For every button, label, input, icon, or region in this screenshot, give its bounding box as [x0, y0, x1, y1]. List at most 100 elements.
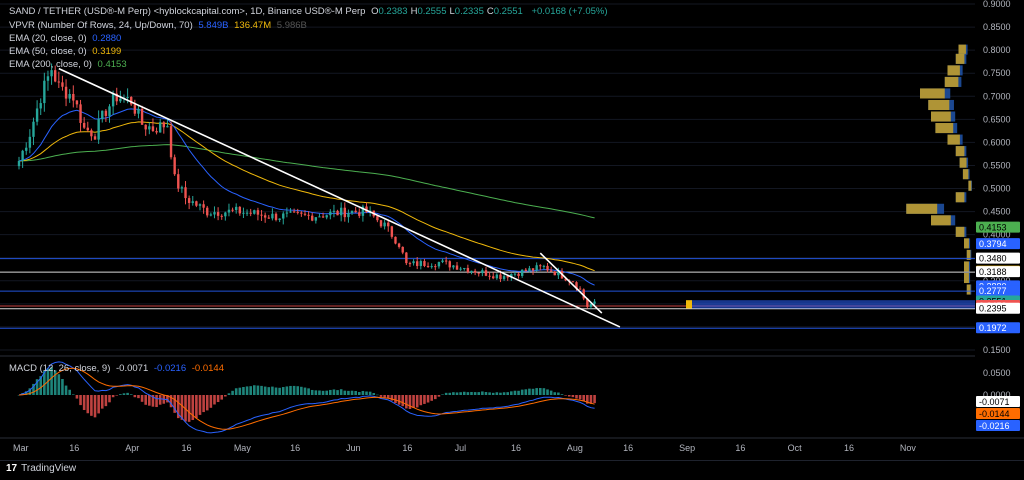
macd-hist-bar	[484, 392, 488, 395]
macd-hist-bar	[122, 393, 126, 395]
volume-profile-bar-down	[962, 169, 969, 180]
ema20-legend[interactable]: EMA (20, close, 0) 0.2880	[9, 33, 124, 45]
macd-hist-bar	[281, 387, 285, 395]
macd-tag-bg	[976, 408, 1020, 419]
ema200-line	[18, 144, 595, 219]
candle-body	[434, 266, 437, 268]
macd-hist-bar	[321, 390, 325, 395]
macd-hist-bar	[415, 395, 419, 408]
ema200-legend[interactable]: EMA (200, close, 0) 0.4153	[9, 59, 130, 71]
ohlc-key-o: O	[371, 6, 379, 17]
candle-body	[484, 270, 488, 276]
macd-hist-bar	[209, 395, 213, 408]
trendlines	[58, 67, 621, 328]
volume-profile-bar-down	[964, 272, 969, 284]
candle-body	[383, 222, 386, 227]
candle-body	[263, 215, 267, 218]
candle-body	[466, 267, 470, 273]
candle-body	[278, 218, 281, 220]
ohlc-value-c: 0.2551	[493, 6, 523, 17]
candle-body	[184, 187, 187, 199]
candle-body	[140, 108, 144, 125]
candle-body	[416, 261, 419, 266]
candle-body	[321, 216, 325, 218]
macd-hist-bar	[477, 392, 481, 395]
macd-hist-bar	[205, 395, 209, 411]
macd-hist-bar	[231, 390, 234, 395]
candle-body	[339, 207, 343, 216]
macd-hist-bar	[575, 395, 578, 399]
candle-body	[336, 210, 339, 216]
macd-hist-bar	[64, 385, 68, 395]
macd-hist-bar	[372, 393, 376, 395]
macd-hist-bar	[520, 389, 524, 395]
candle-body	[426, 265, 430, 267]
ema50-legend[interactable]: EMA (50, close, 0) 0.3199	[9, 46, 124, 58]
volume-profile-bar-down	[958, 44, 966, 55]
macd-label: MACD (12, 26, close, 9)	[9, 363, 111, 374]
tradingview-logo[interactable]: 17 TradingView	[6, 463, 76, 474]
price-tick-label: 0.4500	[983, 207, 1011, 217]
macd-hist-bar	[187, 395, 191, 422]
time-tick-label: Mar	[13, 443, 29, 453]
candle-body	[517, 273, 520, 276]
candle-body	[260, 214, 263, 216]
macd-hist-bar	[245, 386, 249, 395]
symbol-title: SAND / TETHER (USD®-M Perp) <hyblockcapi…	[9, 6, 366, 17]
candle-body	[437, 262, 441, 267]
macd-hist-bar	[180, 395, 184, 420]
macd-hist-bar	[260, 385, 263, 395]
macd-hist-bar	[50, 367, 53, 395]
macd-hist-bar	[216, 395, 220, 403]
candle-body	[195, 201, 198, 206]
candle-body	[245, 212, 249, 214]
candle-body	[50, 70, 53, 77]
vpvr-value-3: 5.986B	[276, 20, 307, 31]
macd-legend[interactable]: MACD (12, 26, close, 9) -0.0071 -0.0216 …	[9, 363, 227, 375]
candle-body	[350, 210, 354, 214]
candle-body	[481, 270, 484, 274]
price-chart[interactable]: 0.9000 0.8500 0.8000 0.7500 0.7000 0.6500 0.60…	[0, 0, 1024, 460]
price-tag: 0.3188	[979, 267, 1007, 277]
macd-hist-bar	[119, 394, 122, 395]
macd-hist-bar	[82, 395, 86, 411]
ema20-label: EMA (20, close, 0)	[9, 33, 87, 44]
candle-body	[130, 96, 133, 105]
candle-body	[144, 124, 147, 130]
macd-tag: -0.0216	[979, 421, 1010, 431]
volume-profile-bar-down	[959, 157, 967, 168]
candle-body	[296, 211, 299, 213]
volume-profile-bar-down	[966, 284, 971, 295]
macd-hist-bar	[129, 394, 133, 395]
macd-hist-value: -0.0144	[191, 363, 224, 374]
macd-hist-bar	[593, 395, 596, 404]
candles	[17, 63, 596, 309]
macd-hist-bar	[325, 390, 328, 395]
candle-body	[430, 266, 433, 268]
macd-hist-bar	[173, 395, 176, 413]
macd-pane	[0, 355, 975, 434]
volume-profile-bar-down	[966, 249, 971, 260]
macd-hist-bar	[133, 395, 137, 398]
macd-hist-bar	[176, 395, 180, 419]
macd-hist-bar	[582, 395, 586, 402]
macd-hist-bar	[473, 392, 477, 395]
ohlc-value-l: 0.2335	[454, 6, 484, 17]
ohlc-key-h: H	[410, 6, 418, 17]
macd-hist-bar	[198, 395, 202, 415]
macd-tag-bg	[976, 396, 1020, 407]
macd-hist-bar	[17, 395, 21, 396]
macd-hist-bar	[488, 392, 491, 395]
steep-trendline	[539, 252, 603, 314]
vpvr-legend[interactable]: VPVR (Number Of Rows, 24, Up/Down, 70) 5…	[9, 20, 310, 32]
candle-body	[365, 206, 368, 213]
macd-hist-bar	[553, 392, 557, 395]
macd-hist-bar	[361, 390, 365, 395]
macd-hist-bar	[499, 392, 502, 395]
macd-hist-bar	[347, 390, 350, 395]
macd-hist-bar	[227, 393, 231, 395]
price-tag-bg	[976, 302, 1020, 314]
candle-body	[220, 215, 223, 217]
macd-hist-bar	[430, 395, 433, 401]
